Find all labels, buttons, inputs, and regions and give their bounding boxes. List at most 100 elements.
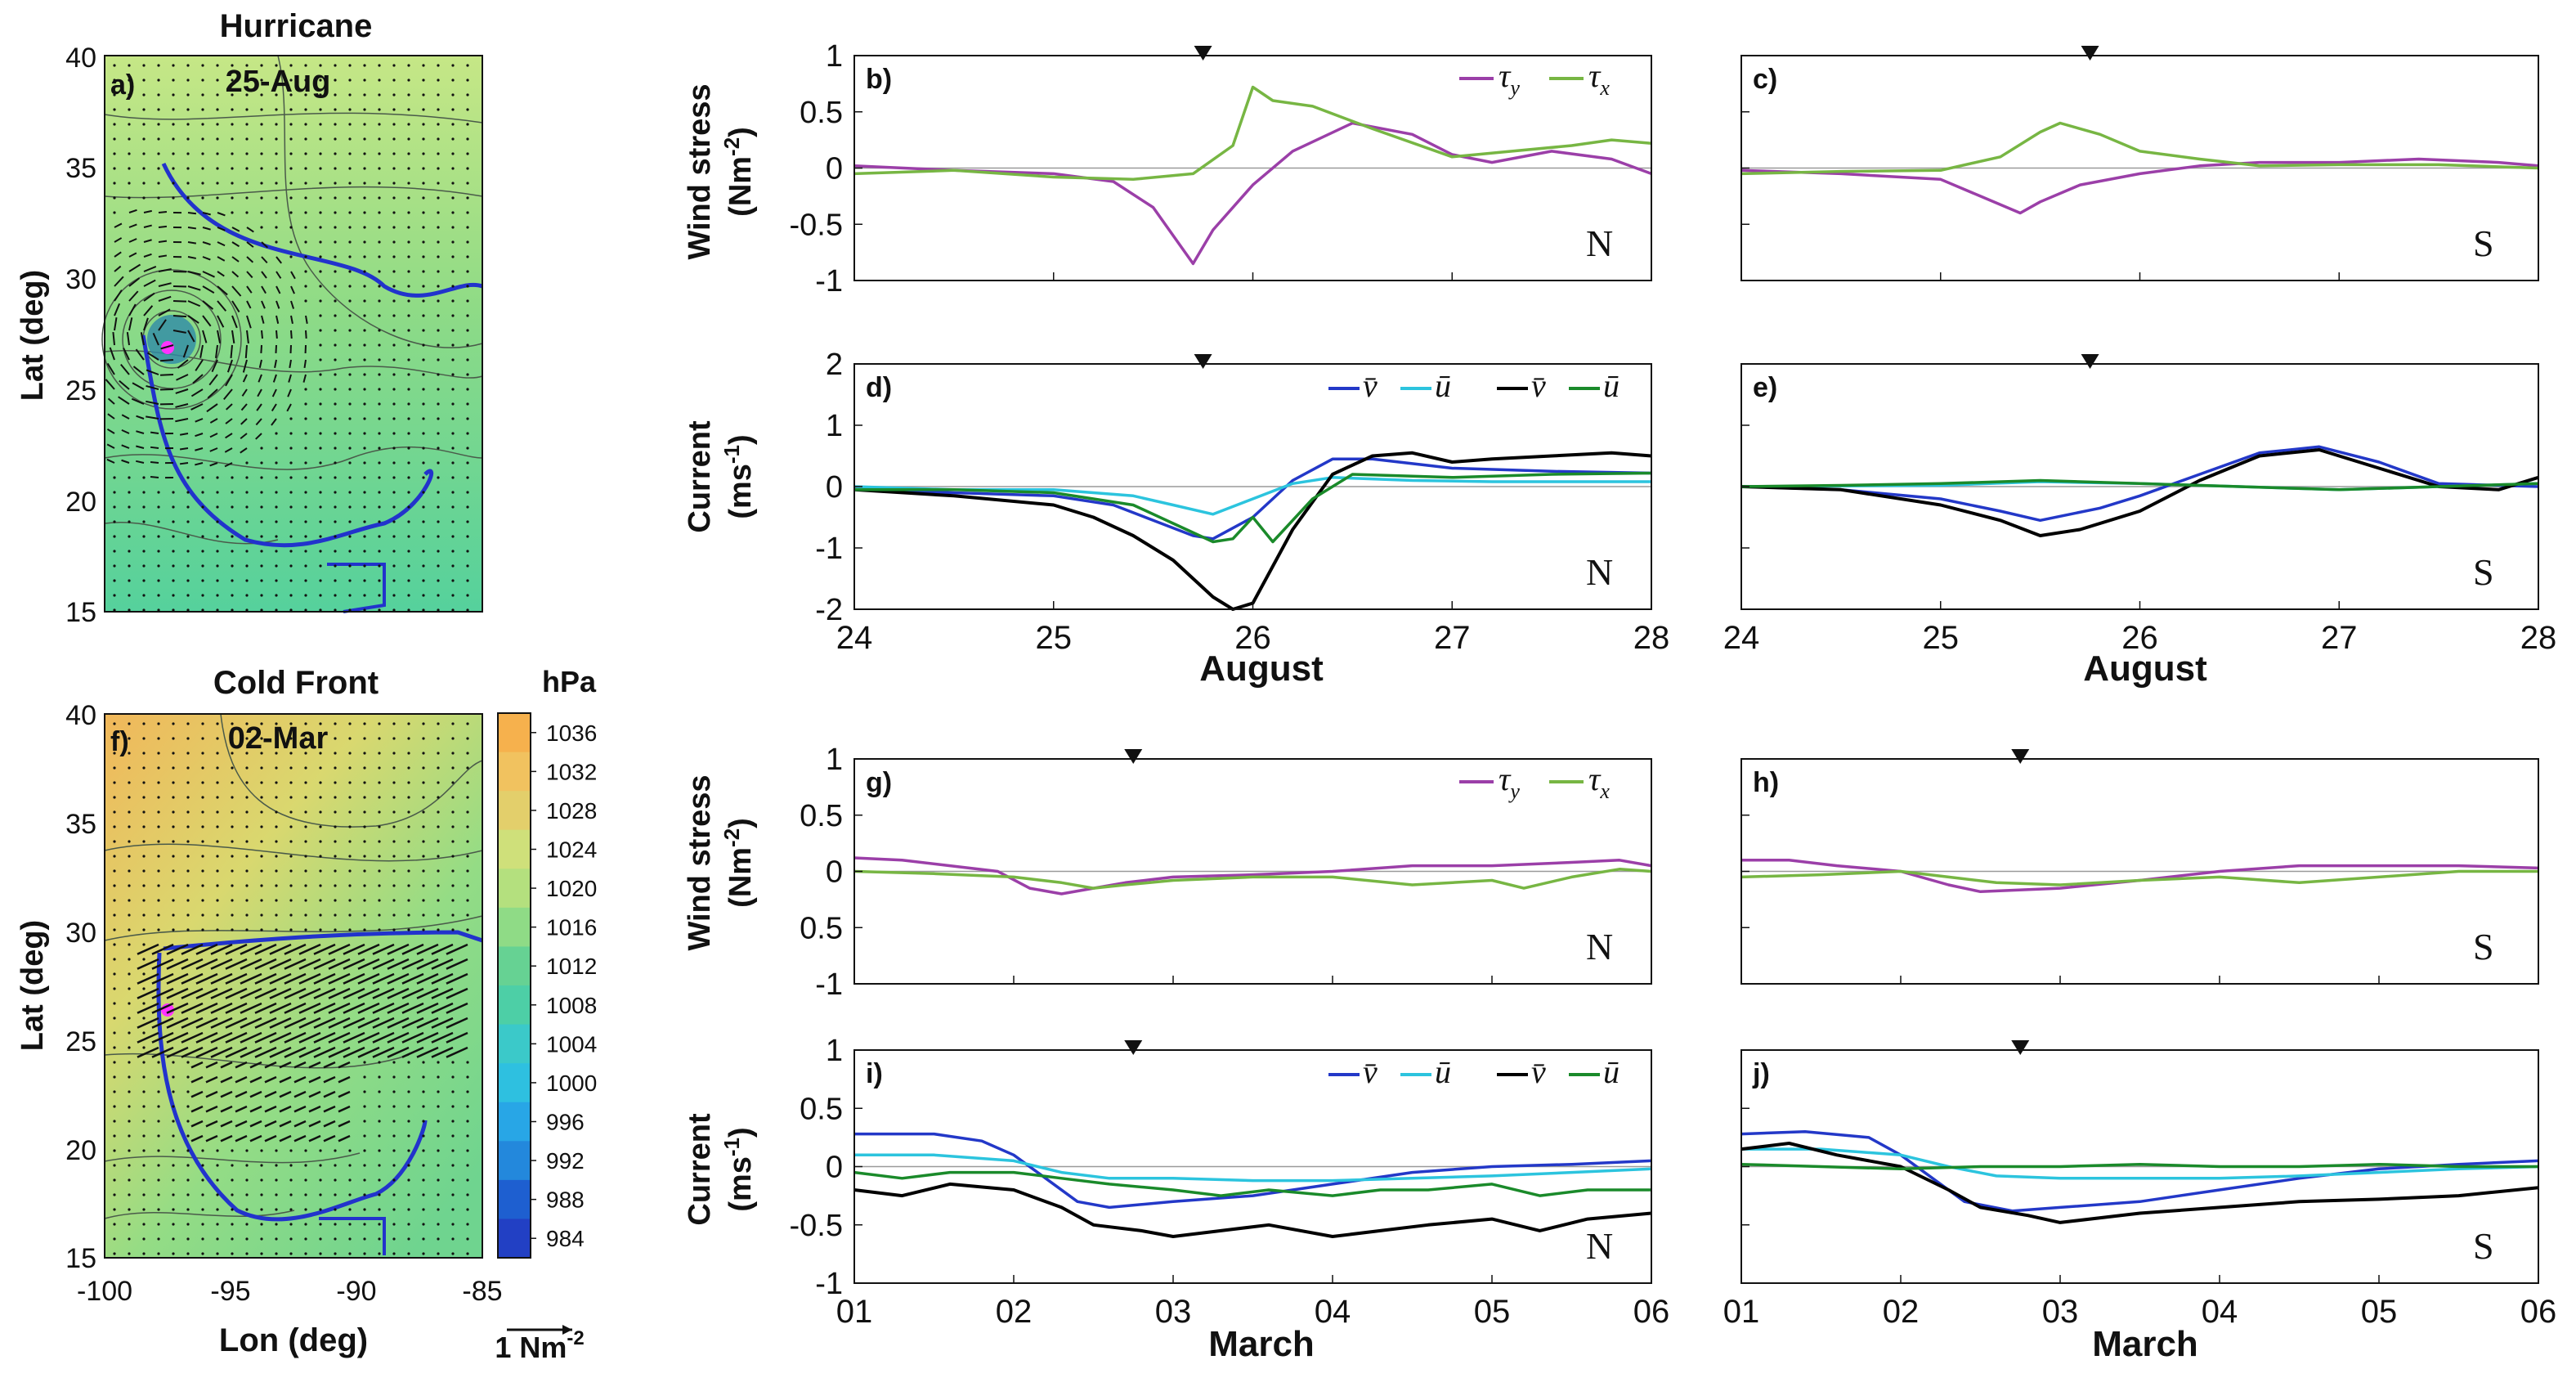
wind-vector [216, 108, 219, 111]
wind-vector [338, 1105, 351, 1113]
wind-vector [422, 825, 425, 828]
wind-vector [142, 722, 146, 725]
wind-vector [216, 564, 219, 568]
wind-vector [260, 461, 263, 465]
wind-vector [392, 226, 396, 229]
wind-vector [231, 550, 234, 553]
wind-vector [128, 840, 131, 843]
wind-vector [195, 418, 204, 423]
wind-vector [217, 285, 228, 296]
wind-vector [246, 241, 254, 248]
wind-vector [392, 343, 396, 347]
wind-vector [451, 1120, 455, 1123]
wind-vector [319, 93, 322, 97]
wind-vector [142, 766, 146, 770]
wind-vector [201, 796, 204, 799]
wind-vector [136, 460, 145, 464]
wind-vector [363, 1223, 366, 1226]
wind-vector [407, 825, 410, 828]
wind-vector [319, 608, 322, 612]
wind-vector [269, 1031, 292, 1044]
wind-vector [142, 1164, 146, 1167]
wind-vector [142, 1046, 146, 1049]
wind-vector [201, 579, 204, 582]
wind-vector [304, 299, 307, 303]
colorbar-swatches [498, 713, 531, 1259]
wind-vector [407, 1237, 410, 1241]
wind-vector [363, 1193, 366, 1196]
wind-vector [451, 752, 455, 755]
wind-vector [437, 358, 440, 361]
wind-vector [446, 1017, 468, 1029]
wind-vector [276, 315, 280, 324]
wind-vector [319, 432, 322, 435]
wind-vector [466, 855, 469, 858]
wind-vector [407, 152, 410, 155]
wind-vector [216, 1164, 219, 1167]
wind-vector [451, 329, 455, 332]
wind-vector [106, 428, 115, 434]
wind-vector [289, 447, 293, 450]
wind-vector [157, 564, 160, 568]
wind-vector [275, 535, 278, 538]
wind-vector [378, 167, 381, 170]
wind-vector [284, 1017, 307, 1029]
wind-vector [195, 1002, 218, 1014]
wind-vector [392, 1164, 396, 1167]
wind-vector [254, 943, 277, 955]
wind-vector [334, 402, 337, 406]
map-a-coastline-us [161, 162, 483, 298]
wind-vector [378, 137, 381, 141]
wind-vector [392, 358, 396, 361]
legend-label: ū [1435, 1053, 1451, 1090]
wind-vector [334, 417, 337, 420]
wind-vector [276, 285, 281, 294]
wind-vector [334, 314, 337, 317]
wind-vector [142, 1178, 146, 1182]
wind-vector [157, 1208, 160, 1211]
wind-vector [172, 1075, 175, 1079]
wind-vector [217, 212, 226, 217]
wind-vector [348, 505, 352, 509]
wind-vector [157, 1178, 160, 1182]
map-a-ytick: 35 [65, 153, 96, 184]
wind-vector [269, 943, 292, 955]
wind-vector [107, 413, 115, 420]
wind-vector [175, 403, 189, 408]
wind-vector [304, 884, 307, 887]
wind-vector [407, 520, 410, 523]
colorbar-swatch [498, 1179, 531, 1219]
wind-vector [151, 1031, 174, 1044]
wind-vector [137, 943, 159, 955]
wind-vector [216, 825, 219, 828]
wind-vector [422, 1090, 425, 1093]
wind-vector [319, 108, 322, 111]
wind-vector [323, 1061, 336, 1069]
y-tick-label: -0.5 [790, 208, 843, 242]
wind-vector [304, 461, 307, 465]
wind-vector [275, 93, 278, 97]
wind-vector [157, 535, 160, 538]
wind-vector [392, 796, 396, 799]
wind-vector [255, 433, 262, 440]
wind-vector [201, 899, 204, 902]
wind-vector [363, 285, 366, 288]
wind-vector [293, 1134, 307, 1142]
wind-vector [319, 329, 322, 332]
colorbar-ticks: 1036103210281024102010161012100810041000… [531, 720, 597, 1251]
wind-vector [348, 796, 352, 799]
wind-vector [113, 550, 116, 553]
wind-vector [348, 564, 352, 568]
wind-vector [437, 182, 440, 185]
wind-vector [260, 1164, 263, 1167]
wind-vector [378, 211, 381, 214]
wind-vector [422, 840, 425, 843]
wind-vector [392, 840, 396, 843]
wind-vector [466, 373, 469, 376]
wind-vector [378, 93, 381, 97]
wind-vector [392, 1075, 396, 1079]
wind-vector [157, 1090, 160, 1093]
wind-vector [407, 108, 410, 111]
wind-vector [363, 1237, 366, 1241]
wind-vector [260, 840, 263, 843]
